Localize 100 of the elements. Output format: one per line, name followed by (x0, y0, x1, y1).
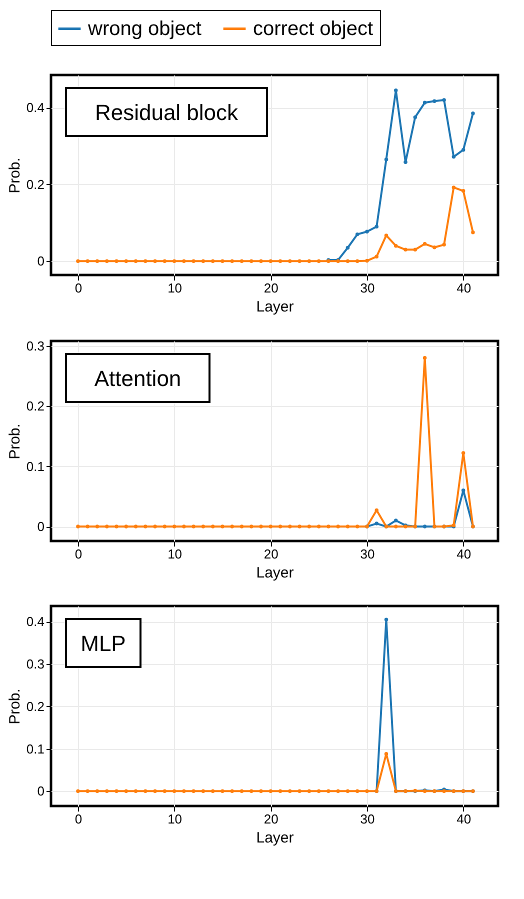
point (316, 789, 321, 794)
point (404, 248, 408, 252)
point (346, 789, 350, 794)
point (394, 524, 398, 528)
point (105, 259, 109, 264)
point (220, 524, 224, 528)
x-tick-label: 40 (456, 546, 472, 562)
point (288, 259, 292, 264)
point (240, 259, 244, 264)
point (452, 186, 456, 190)
point (384, 158, 388, 162)
point (230, 524, 234, 528)
point (240, 789, 244, 794)
point (134, 789, 138, 794)
y-tick-label: 0.4 (26, 614, 44, 630)
x-axis-title: Layer (256, 830, 294, 846)
point (336, 789, 340, 794)
point (86, 524, 90, 528)
point (201, 524, 206, 528)
point (172, 259, 176, 264)
point (153, 259, 157, 264)
point (114, 524, 118, 528)
point (134, 524, 138, 528)
point (288, 789, 292, 794)
point (394, 88, 398, 92)
point (172, 789, 176, 794)
point (201, 259, 206, 264)
point (144, 524, 148, 528)
point (374, 522, 378, 526)
point (259, 524, 263, 528)
point (182, 524, 186, 528)
point (278, 524, 282, 528)
point (461, 148, 466, 152)
point (336, 524, 340, 528)
point (172, 524, 176, 528)
point (278, 259, 282, 264)
y-tick-label: 0 (37, 784, 44, 799)
point (461, 451, 466, 455)
point (86, 259, 90, 264)
point (346, 524, 350, 528)
point (355, 789, 360, 794)
point (374, 254, 378, 258)
legend-label: wrong object (87, 18, 202, 40)
y-tick-label: 0.4 (26, 100, 44, 116)
point (220, 259, 224, 264)
point (220, 789, 224, 794)
point (307, 259, 312, 264)
annotation: Residual block (94, 100, 240, 125)
y-tick-label: 0.2 (26, 398, 44, 414)
point (442, 242, 446, 247)
point (346, 259, 350, 264)
point (442, 98, 446, 102)
point (105, 789, 109, 794)
point (230, 259, 234, 264)
point (259, 259, 263, 264)
point (162, 524, 167, 528)
point (394, 244, 398, 248)
point (384, 752, 388, 756)
x-tick-label: 20 (264, 812, 278, 826)
point (404, 160, 408, 164)
point (95, 789, 100, 794)
point (422, 100, 427, 105)
point (144, 259, 148, 264)
point (298, 259, 302, 264)
point (374, 224, 378, 228)
point (250, 524, 254, 528)
point (182, 259, 186, 264)
point (105, 524, 109, 528)
point (326, 789, 330, 794)
x-tick-label: 30 (360, 546, 375, 562)
point (162, 259, 167, 264)
point (413, 115, 418, 120)
y-axis-title: Prob. (6, 158, 24, 194)
point (278, 789, 282, 794)
y-axis-title: Prob. (6, 424, 24, 460)
point (316, 524, 321, 528)
point (346, 246, 350, 250)
point (240, 524, 244, 528)
point (230, 789, 234, 794)
point (422, 242, 427, 246)
x-tick-label: 10 (168, 812, 182, 826)
annotation: MLP (80, 631, 126, 656)
legend-label: correct object (253, 18, 374, 40)
x-axis-title: Layer (256, 564, 294, 582)
point (365, 230, 369, 234)
x-tick-label: 40 (456, 812, 472, 826)
point (268, 789, 273, 794)
point (307, 789, 312, 794)
point (162, 789, 167, 794)
point (95, 524, 100, 528)
point (298, 524, 302, 528)
point (422, 524, 427, 528)
x-tick-label: 0 (74, 812, 82, 826)
y-tick-label: 0.1 (26, 741, 44, 756)
point (432, 99, 436, 103)
point (76, 789, 80, 794)
x-axis-title: Layer (256, 298, 294, 316)
x-tick-label: 10 (168, 280, 182, 296)
x-tick-label: 30 (360, 812, 375, 826)
point (201, 789, 206, 794)
